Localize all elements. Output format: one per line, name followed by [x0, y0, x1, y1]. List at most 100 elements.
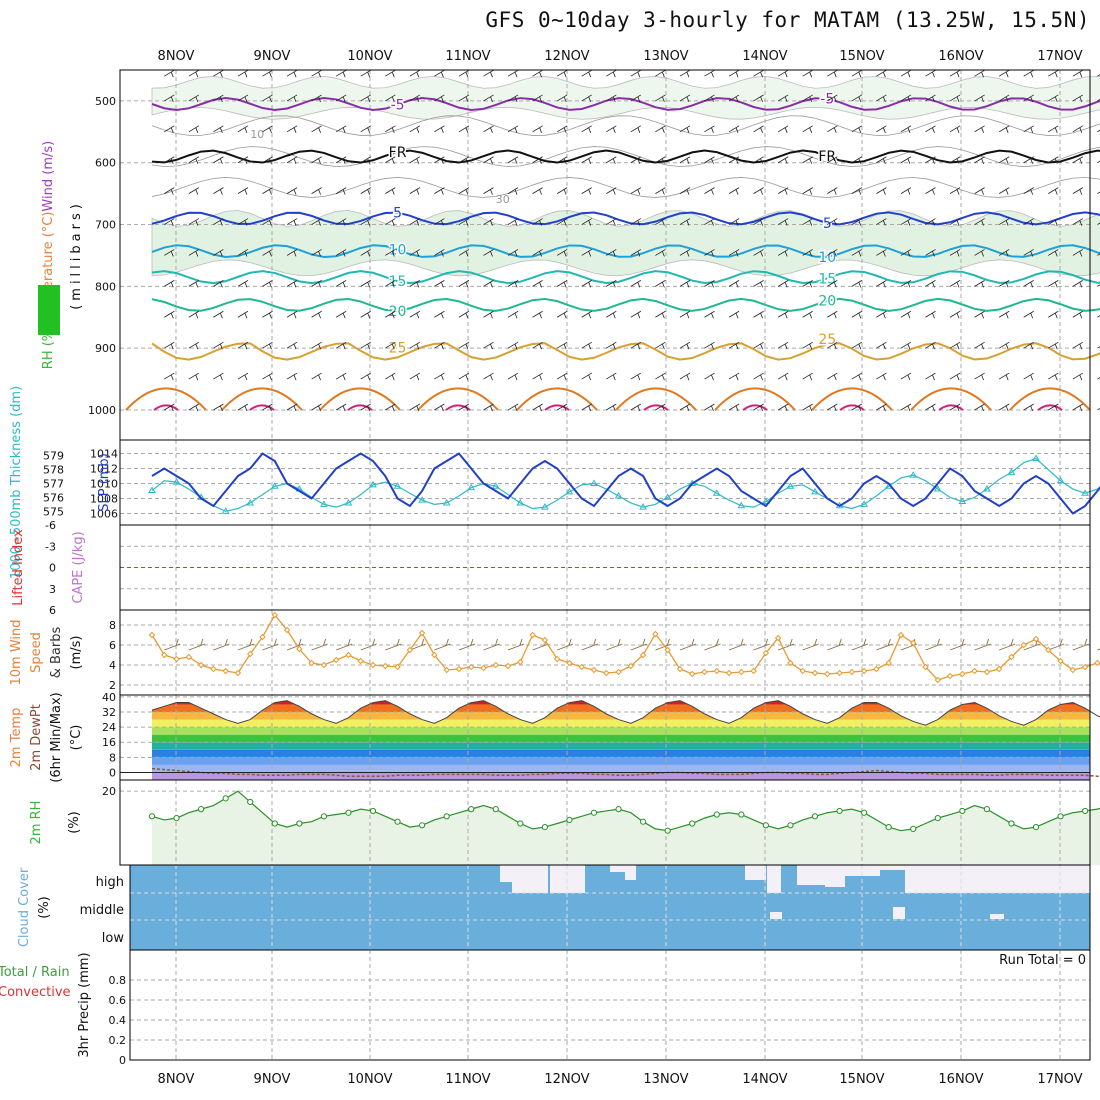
rh-point — [640, 818, 647, 825]
wind-barb — [164, 156, 175, 164]
wind-barb — [827, 372, 838, 381]
wind-speed-point — [492, 661, 499, 669]
wind-barb — [164, 218, 175, 226]
wind-barb — [802, 69, 813, 78]
rh-contour-label: 10 — [250, 128, 264, 141]
slp-tick-label: 1014 — [90, 448, 118, 461]
wind-barb — [1048, 187, 1059, 195]
wind-barb — [630, 69, 642, 78]
wind-barb — [876, 280, 887, 288]
wind-barb-10m — [213, 638, 230, 651]
wind-barb — [876, 156, 887, 164]
wind-barb — [1072, 156, 1084, 164]
wind-barb — [507, 125, 519, 133]
rh2m-ylabel: 2m RH — [29, 801, 44, 845]
wind-barb-10m — [385, 638, 402, 651]
wind-barb-10m — [262, 638, 279, 651]
wind-barb — [1023, 280, 1034, 288]
wind-barb — [900, 310, 912, 319]
isotherm-line — [151, 149, 1100, 164]
wind-barb — [974, 280, 985, 288]
wind-barb — [728, 280, 740, 288]
wind-barb — [1072, 280, 1084, 288]
wind-barb — [581, 156, 592, 164]
temp-ylabel: 2m Temp — [9, 708, 24, 768]
wind-barb — [311, 403, 322, 412]
wind-barb — [925, 218, 936, 226]
wind-barb — [1023, 187, 1034, 195]
wind-barb-10m — [606, 638, 623, 651]
wind-barb — [655, 249, 666, 257]
wind-barb — [360, 69, 371, 78]
wind-barb — [777, 218, 789, 226]
wind-barb — [581, 280, 592, 288]
wind-barb — [237, 156, 249, 164]
wind-speed-point — [1094, 659, 1100, 667]
isotherm-loop — [153, 404, 179, 411]
wind-barb — [606, 125, 617, 133]
wind-barb — [311, 372, 322, 381]
wind-barb — [1023, 249, 1034, 257]
wind-barb — [925, 249, 936, 257]
wind-barb — [1072, 94, 1084, 103]
wind-barb — [753, 249, 764, 257]
wind-barb-10m — [507, 638, 525, 651]
wind-barb — [188, 156, 200, 164]
wind-speed-point — [308, 659, 315, 667]
wind-barb-10m — [753, 638, 770, 651]
temp-tick-label: 40 — [102, 691, 116, 704]
wind-speed-point — [1032, 635, 1040, 643]
thickness-point — [541, 503, 549, 510]
wind-speed-point — [811, 669, 819, 677]
wind-barb-10m — [581, 638, 598, 651]
wind-speed-point — [885, 659, 892, 667]
wind-barb — [188, 310, 200, 319]
rh-point — [198, 806, 205, 813]
slp-tick-label: 1008 — [90, 493, 118, 506]
wind-barb — [655, 94, 666, 103]
wind-barb — [925, 403, 936, 412]
wind-barb — [655, 218, 666, 226]
wind-barb — [385, 156, 396, 164]
date-label-top: 11NOV — [445, 49, 490, 64]
wind-barb — [1072, 310, 1084, 319]
wind-speed-point — [406, 646, 414, 654]
wind-barb — [1048, 341, 1059, 350]
wind-speed-point — [1081, 663, 1089, 671]
wind-barb — [458, 187, 470, 195]
wind-barb — [581, 125, 592, 133]
date-label-top: 17NOV — [1037, 49, 1082, 64]
wind-barb — [925, 341, 936, 350]
wind-barb — [311, 69, 322, 78]
wind-barb — [311, 310, 322, 319]
wind-barb — [556, 372, 568, 381]
wind-barb — [360, 94, 371, 103]
rh-point — [468, 806, 475, 813]
wind-barb — [286, 187, 298, 195]
wind-barb — [998, 310, 1010, 319]
wind-speed-point — [455, 665, 463, 673]
wind-barb — [728, 218, 740, 226]
wind-barb — [876, 218, 887, 226]
wind-barb — [213, 249, 224, 257]
wind-barb — [581, 94, 592, 103]
rh-point — [762, 822, 769, 829]
wind-barb — [728, 156, 740, 164]
wind-speed-point — [148, 631, 156, 639]
wind-speed-point — [873, 665, 880, 673]
cloud-gap — [893, 907, 905, 919]
wind-barb — [213, 94, 224, 103]
thickness-point — [344, 498, 353, 506]
wind-barb — [286, 341, 298, 350]
wind-barb-10m — [925, 638, 942, 651]
wind-barb — [753, 187, 764, 195]
wind-barb — [876, 249, 887, 257]
wind-speed-point — [860, 667, 868, 675]
temp-line — [151, 700, 1100, 726]
wind-barb — [556, 249, 568, 257]
isotherm-label: 5 — [393, 206, 402, 222]
wind-barb — [925, 69, 936, 78]
isotherm-label: 25 — [818, 332, 836, 348]
wind-barb — [679, 310, 691, 319]
wind-barb — [507, 156, 519, 164]
